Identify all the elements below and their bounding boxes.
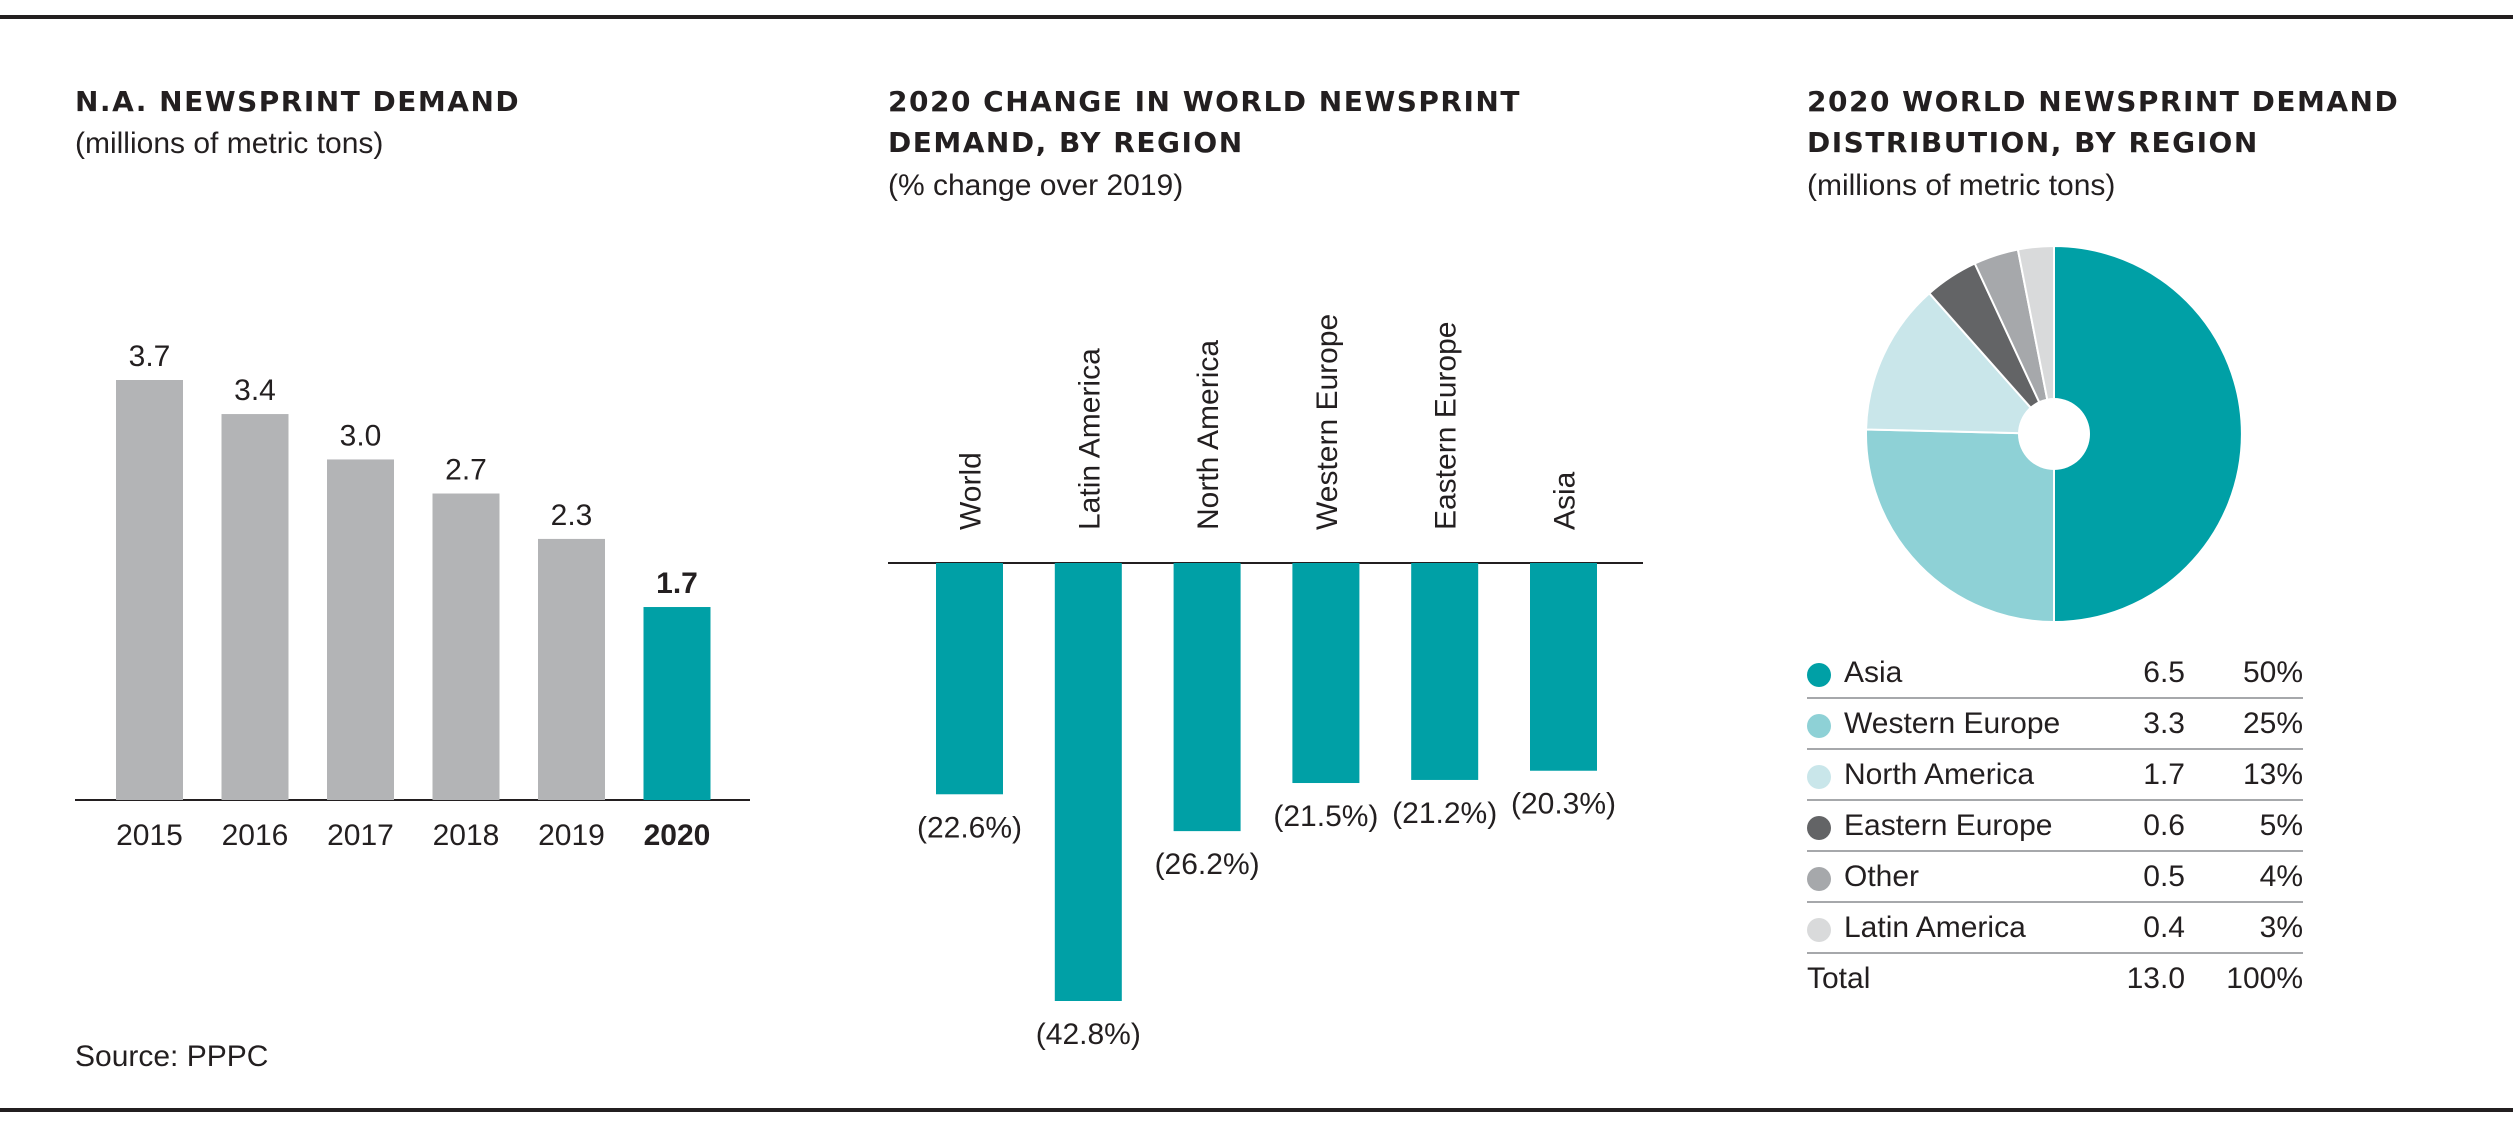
legend-row-eastern-europe: Eastern Europe 0.6 5% [1807,801,2303,852]
middle-chart-title-line2: DEMAND, BY REGION [888,126,1244,159]
x-tick-2018: 2018 [433,819,500,852]
legend-label: Latin America [1844,911,2026,944]
legend-percent: 5% [2259,809,2303,842]
legend-label: Western Europe [1844,707,2061,740]
category-label-eastern-europe: Eastern Europe [1430,322,1463,530]
left-chart-subtitle: (millions of metric tons) [75,127,384,160]
legend-percent: 3% [2259,911,2303,944]
legend-value: 3.3 [2143,707,2185,740]
middle-chart-title: 2020 CHANGE IN WORLD NEWSPRINT DEMAND, B… [888,81,1521,163]
legend-swatch-icon [1807,867,1831,891]
bar-value-label-asia: (20.3%) [1511,788,1616,821]
legend-label: Eastern Europe [1844,809,2053,842]
bar-2015 [116,380,183,800]
total-label: Total [1807,962,1871,995]
bar-value-label-2016: 3.4 [234,374,276,407]
bar-western-europe [1292,563,1360,784]
pie-slice-north-america [1865,291,2057,436]
legend-value: 0.6 [2143,809,2185,842]
bar-2017 [327,459,394,800]
bottom-rule [0,1108,2513,1112]
legend-row-other: Other 0.5 4% [1807,852,2303,903]
pie-slice-asia [2053,244,2243,624]
bar-2016 [221,414,289,800]
x-tick-2020: 2020 [644,819,711,852]
bar-2019 [538,538,605,800]
legend-percent: 13% [2242,758,2303,791]
legend-percent: 4% [2259,860,2303,893]
region-change-bar-chart: (22.6%) World (42.8%) Latin America (26.2%) N… [888,314,1643,1051]
pie-slice-western-europe [1865,428,2055,624]
x-tick-2016: 2016 [222,819,289,852]
legend-row-asia: Asia 6.5 50% [1807,648,2303,699]
source-note: Source: PPPC [75,1040,269,1073]
category-label-western-europe: Western Europe [1311,314,1344,530]
bar-asia [1530,563,1597,771]
x-tick-2015: 2015 [116,819,183,852]
pie-slice-latin-america [2016,244,2055,435]
legend-value: 0.4 [2143,911,2185,944]
legend-row-north-america: North America 1.7 13% [1807,750,2303,801]
bar-latin-america [1054,563,1122,1001]
bar-value-label-north-america: (26.2%) [1155,848,1260,881]
left-chart-title: N.A. NEWSPRINT DEMAND [75,85,521,118]
pie-legend-table: Asia 6.5 50% Western Europe 3.3 25% North Amer… [1807,648,2303,1003]
bar-world [936,563,1003,795]
right-chart-title-line1: 2020 WORLD NEWSPRINT DEMAND [1807,85,2400,118]
bar-value-label-2017: 3.0 [340,419,382,452]
legend-row-western-europe: Western Europe 3.3 25% [1807,699,2303,750]
distribution-pie-chart [1865,244,2243,624]
legend-row-latin-america: Latin America 0.4 3% [1807,903,2303,954]
bar-2020 [643,607,711,800]
bar-value-label-2019: 2.3 [551,499,593,532]
bar-2018 [432,493,500,800]
bar-value-label-latin-america: (42.8%) [1036,1018,1141,1051]
category-label-north-america: North America [1192,340,1225,530]
bar-value-label-2018: 2.7 [445,454,487,487]
right-chart-subtitle: (millions of metric tons) [1807,169,2116,202]
legend-swatch-icon [1807,663,1831,687]
legend-label: Asia [1844,656,1903,689]
legend-label: Other [1844,860,1920,893]
bar-value-label-western-europe: (21.5%) [1273,800,1378,833]
pie-center-hole [2018,398,2090,470]
x-tick-2017: 2017 [327,819,394,852]
legend-label: North America [1844,758,2035,791]
bar-value-label-2015: 3.7 [129,340,171,373]
legend-value: 1.7 [2143,758,2185,791]
legend-swatch-icon [1807,816,1831,840]
right-chart-title: 2020 WORLD NEWSPRINT DEMAND DISTRIBUTION… [1807,81,2399,163]
legend-value: 6.5 [2143,656,2185,689]
right-chart-title-line2: DISTRIBUTION, BY REGION [1807,126,2259,159]
category-label-world: World [955,452,988,530]
bar-north-america [1173,563,1241,832]
category-label-latin-america: Latin America [1073,348,1106,530]
bar-value-label-world: (22.6%) [917,811,1022,844]
x-tick-2019: 2019 [538,819,605,852]
bar-value-label-eastern-europe: (21.2%) [1392,797,1497,830]
legend-swatch-icon [1807,918,1831,942]
legend-percent: 25% [2242,707,2303,740]
legend-swatch-icon [1807,714,1831,738]
category-label-asia: Asia [1549,471,1582,530]
legend-percent: 50% [2242,656,2303,689]
total-percent: 100% [2226,962,2303,995]
middle-chart-subtitle: (% change over 2019) [888,169,1184,202]
bar-eastern-europe [1411,563,1479,780]
bar-value-label-2020: 1.7 [656,567,698,600]
total-value: 13.0 [2126,962,2185,995]
legend-row-total: Total 13.0 100% [1807,954,2303,1003]
na-demand-bar-chart: 3.7 2015 3.4 2016 3.0 2017 2.7 2018 2.3 2019 1.7 20… [75,340,750,852]
legend-swatch-icon [1807,765,1831,789]
middle-chart-title-line1: 2020 CHANGE IN WORLD NEWSPRINT [888,85,1521,118]
top-rule [0,15,2513,19]
legend-value: 0.5 [2143,860,2185,893]
